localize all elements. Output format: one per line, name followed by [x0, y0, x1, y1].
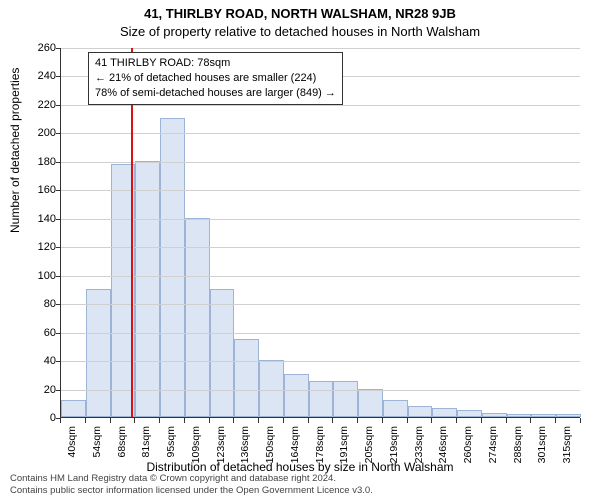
- gridline: [61, 390, 580, 391]
- bar: [408, 406, 433, 417]
- gridline: [61, 219, 580, 220]
- xtick-mark: [506, 418, 507, 423]
- chart-title-2: Size of property relative to detached ho…: [0, 24, 600, 39]
- ytick-mark: [56, 276, 61, 277]
- xtick-mark: [209, 418, 210, 423]
- xtick-mark: [85, 418, 86, 423]
- annotation-line3: 78% of semi-detached houses are larger (…: [95, 86, 336, 101]
- bar: [86, 289, 111, 417]
- bar: [333, 381, 358, 417]
- xtick-mark: [580, 418, 581, 423]
- bar: [507, 414, 532, 417]
- ytick-mark: [56, 390, 61, 391]
- gridline: [61, 247, 580, 248]
- xtick-mark: [382, 418, 383, 423]
- ytick-label: 180: [26, 156, 56, 168]
- chart-container: 41, THIRLBY ROAD, NORTH WALSHAM, NR28 9J…: [0, 0, 600, 500]
- bar: [531, 414, 556, 417]
- xtick-mark: [481, 418, 482, 423]
- ytick-mark: [56, 105, 61, 106]
- ytick-mark: [56, 304, 61, 305]
- xtick-mark: [407, 418, 408, 423]
- footer-line2: Contains public sector information licen…: [10, 485, 373, 497]
- ytick-label: 80: [26, 298, 56, 310]
- xtick-mark: [258, 418, 259, 423]
- annotation-line2: ← 21% of detached houses are smaller (22…: [95, 71, 336, 86]
- ytick-mark: [56, 162, 61, 163]
- annotation-box: 41 THIRLBY ROAD: 78sqm ← 21% of detached…: [88, 52, 343, 105]
- ytick-label: 100: [26, 270, 56, 282]
- ytick-label: 260: [26, 42, 56, 54]
- bar: [309, 381, 334, 417]
- xtick-mark: [431, 418, 432, 423]
- bar: [432, 408, 457, 417]
- bar: [160, 118, 185, 417]
- gridline: [61, 190, 580, 191]
- ytick-label: 0: [26, 412, 56, 424]
- bar: [457, 410, 482, 417]
- footer-line1: Contains HM Land Registry data © Crown c…: [10, 473, 373, 485]
- gridline: [61, 276, 580, 277]
- bar: [556, 414, 581, 417]
- ytick-label: 40: [26, 355, 56, 367]
- ytick-mark: [56, 247, 61, 248]
- ytick-mark: [56, 76, 61, 77]
- bar: [482, 413, 507, 417]
- ytick-label: 120: [26, 241, 56, 253]
- bar: [259, 360, 284, 417]
- ytick-mark: [56, 48, 61, 49]
- gridline: [61, 162, 580, 163]
- ytick-mark: [56, 333, 61, 334]
- bar: [383, 400, 408, 417]
- ytick-label: 160: [26, 184, 56, 196]
- xtick-mark: [60, 418, 61, 423]
- ytick-label: 240: [26, 70, 56, 82]
- xtick-mark: [110, 418, 111, 423]
- chart-title-1: 41, THIRLBY ROAD, NORTH WALSHAM, NR28 9J…: [0, 6, 600, 21]
- xtick-mark: [308, 418, 309, 423]
- xtick-mark: [530, 418, 531, 423]
- x-axis-label: Distribution of detached houses by size …: [0, 460, 600, 474]
- y-ticks: 020406080100120140160180200220240260: [0, 48, 60, 418]
- gridline: [61, 105, 580, 106]
- gridline: [61, 304, 580, 305]
- gridline: [61, 48, 580, 49]
- bar: [210, 289, 235, 417]
- xtick-mark: [332, 418, 333, 423]
- ytick-mark: [56, 219, 61, 220]
- bar: [135, 161, 160, 417]
- xtick-mark: [283, 418, 284, 423]
- footer-attribution: Contains HM Land Registry data © Crown c…: [10, 473, 373, 497]
- xtick-mark: [357, 418, 358, 423]
- xtick-mark: [184, 418, 185, 423]
- gridline: [61, 133, 580, 134]
- xtick-mark: [233, 418, 234, 423]
- xtick-mark: [555, 418, 556, 423]
- bar: [358, 389, 383, 417]
- ytick-label: 60: [26, 327, 56, 339]
- annotation-line1: 41 THIRLBY ROAD: 78sqm: [95, 56, 336, 71]
- xtick-mark: [456, 418, 457, 423]
- bar: [234, 339, 259, 417]
- ytick-label: 140: [26, 213, 56, 225]
- gridline: [61, 361, 580, 362]
- ytick-mark: [56, 133, 61, 134]
- gridline: [61, 333, 580, 334]
- ytick-mark: [56, 190, 61, 191]
- ytick-label: 20: [26, 384, 56, 396]
- bar: [61, 400, 86, 417]
- ytick-mark: [56, 361, 61, 362]
- ytick-label: 200: [26, 127, 56, 139]
- bar: [284, 374, 309, 417]
- xtick-mark: [134, 418, 135, 423]
- ytick-label: 220: [26, 99, 56, 111]
- xtick-mark: [159, 418, 160, 423]
